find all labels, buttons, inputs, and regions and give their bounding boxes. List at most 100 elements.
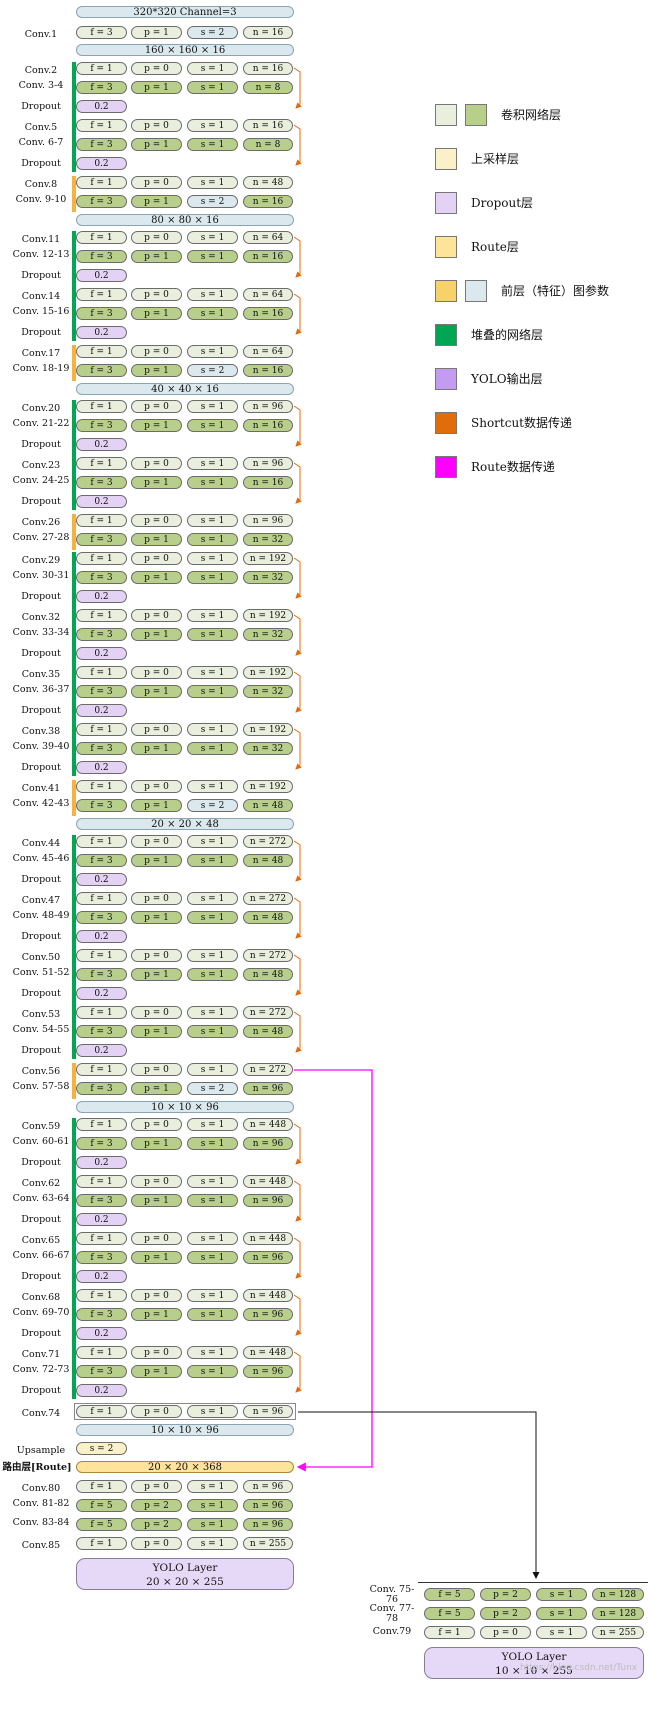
block-conv26-row1-s: s = 1	[187, 514, 238, 527]
legend-swatch-8-0	[435, 456, 457, 478]
block-conv59-shortcut-arrow	[293, 1123, 302, 1165]
block-conv68-label-b: Conv. 69-70	[12, 1307, 70, 1318]
block-conv56-label-b: Conv. 57-58	[12, 1081, 70, 1092]
conv1-p: p = 1	[131, 26, 182, 39]
block-conv11-row2-s: s = 1	[187, 250, 238, 263]
block-conv59-dropout: 0.2	[76, 1156, 127, 1169]
block-conv44-row2-n: n = 48	[243, 854, 293, 867]
block-conv50-row2-f: f = 3	[76, 968, 127, 981]
block-conv20-dropout-label: Dropout	[21, 439, 61, 450]
block-conv14-row2-s: s = 1	[187, 307, 238, 320]
block-conv5-label-b: Conv. 6-7	[18, 137, 64, 148]
legend-swatch-1-0	[435, 148, 457, 170]
block-conv68-row1-s: s = 1	[187, 1289, 238, 1302]
block-conv2-dropout: 0.2	[76, 100, 127, 113]
block-conv62-row1-n: n = 448	[243, 1175, 293, 1188]
block-conv2-row1-f: f = 1	[76, 62, 127, 75]
conv1-s: s = 2	[187, 26, 238, 39]
block-conv65-row2-f: f = 3	[76, 1251, 127, 1264]
block-conv44-row1-n: n = 272	[243, 835, 293, 848]
block-conv20-row1-s: s = 1	[187, 400, 238, 413]
headR-0-p: p = 2	[480, 1588, 531, 1601]
block-conv53-shortcut-arrow	[293, 1011, 302, 1053]
block-conv14-label-a: Conv.14	[21, 291, 61, 302]
block-conv44-label-a: Conv.44	[21, 838, 61, 849]
block-conv29-dropout: 0.2	[76, 590, 127, 603]
block-conv17-row2-s: s = 2	[187, 364, 238, 377]
block-conv62-dropout: 0.2	[76, 1213, 127, 1226]
legend-text-7: Shortcut数据传递	[471, 416, 573, 430]
block-conv71-row2-f: f = 3	[76, 1365, 127, 1378]
block-conv20-row1-n: n = 96	[243, 400, 293, 413]
legend-text-0: 卷积网络层	[501, 108, 562, 122]
block-conv47-shortcut-arrow	[293, 897, 302, 939]
block-conv47-row1-n: n = 272	[243, 892, 293, 905]
block-conv38-row1-s: s = 1	[187, 723, 238, 736]
block-conv26-prev-bar	[72, 514, 76, 550]
block-conv38-row2-p: p = 1	[131, 742, 182, 755]
block-conv17-row1-p: p = 0	[131, 345, 182, 358]
block-conv50-row2-n: n = 48	[243, 968, 293, 981]
legend-text-2: Dropout层	[471, 196, 534, 210]
conv74-label: Conv.74	[21, 1408, 61, 1419]
block-conv65-row2-s: s = 1	[187, 1251, 238, 1264]
block-conv2-shortcut-arrow	[293, 67, 302, 109]
block-conv47-row2-s: s = 1	[187, 911, 238, 924]
headR-0-s: s = 1	[536, 1588, 587, 1601]
block-conv41-row1-p: p = 0	[131, 780, 182, 793]
block-conv56-row2-s: s = 2	[187, 1082, 238, 1095]
block-conv20-row2-p: p = 1	[131, 419, 182, 432]
block-conv5-row2-s: s = 1	[187, 138, 238, 151]
block-conv2-row1-n: n = 16	[243, 62, 293, 75]
block-conv65-dropout: 0.2	[76, 1270, 127, 1283]
size-bar-20: 20 × 20 × 48	[76, 818, 294, 830]
block-conv32-shortcut-arrow	[293, 614, 302, 656]
headR-2-s: s = 1	[536, 1626, 587, 1639]
block-conv20-row2-n: n = 16	[243, 419, 293, 432]
block-conv44-dropout-label: Dropout	[21, 874, 61, 885]
block-conv65-label-b: Conv. 66-67	[12, 1250, 70, 1261]
conv1-label: Conv.1	[24, 29, 58, 40]
yolo-left: YOLO Layer 20 × 20 × 255	[76, 1558, 294, 1590]
conv74-n: n = 96	[243, 1405, 293, 1418]
block-conv38-row2-f: f = 3	[76, 742, 127, 755]
block-conv44-row1-p: p = 0	[131, 835, 182, 848]
headL-2-n: n = 96	[243, 1518, 293, 1531]
headL-0-n: n = 96	[243, 1480, 293, 1493]
block-conv26-label-b: Conv. 27-28	[12, 532, 70, 543]
block-conv41-row1-f: f = 1	[76, 780, 127, 793]
stack-bar-18	[72, 835, 76, 1059]
block-conv62-label-a: Conv.62	[21, 1178, 61, 1189]
block-conv32-row2-s: s = 1	[187, 628, 238, 641]
route-data-arrow	[294, 1069, 373, 1472]
block-conv23-row1-p: p = 0	[131, 457, 182, 470]
block-conv41-row2-n: n = 48	[243, 799, 293, 812]
headL-1-s: s = 1	[187, 1499, 238, 1512]
block-conv62-row2-f: f = 3	[76, 1194, 127, 1207]
block-conv50-label-a: Conv.50	[21, 952, 61, 963]
block-conv20-label-a: Conv.20	[21, 403, 61, 414]
block-conv35-row1-p: p = 0	[131, 666, 182, 679]
block-conv59-row2-p: p = 1	[131, 1137, 182, 1150]
block-conv68-dropout-label: Dropout	[21, 1328, 61, 1339]
block-conv56-row2-f: f = 3	[76, 1082, 127, 1095]
block-conv71-row2-s: s = 1	[187, 1365, 238, 1378]
block-conv50-row2-s: s = 1	[187, 968, 238, 981]
block-conv65-shortcut-arrow	[293, 1237, 302, 1279]
block-conv29-row1-s: s = 1	[187, 552, 238, 565]
block-conv62-dropout-label: Dropout	[21, 1214, 61, 1225]
block-conv32-dropout: 0.2	[76, 647, 127, 660]
route-bar: 20 × 20 × 368	[76, 1461, 294, 1473]
block-conv23-row2-p: p = 1	[131, 476, 182, 489]
block-conv68-row2-s: s = 1	[187, 1308, 238, 1321]
route-label: 路由层[Route]	[2, 1462, 72, 1473]
block-conv65-label-a: Conv.65	[21, 1235, 61, 1246]
block-conv47-row1-s: s = 1	[187, 892, 238, 905]
legend-swatch-6-0	[435, 368, 457, 390]
block-conv44-row2-f: f = 3	[76, 854, 127, 867]
headL-1-p: p = 2	[131, 1499, 182, 1512]
block-conv59-dropout-label: Dropout	[21, 1157, 61, 1168]
block-conv14-row1-n: n = 64	[243, 288, 293, 301]
block-conv44-row2-s: s = 1	[187, 854, 238, 867]
block-conv44-label-b: Conv. 45-46	[12, 853, 70, 864]
